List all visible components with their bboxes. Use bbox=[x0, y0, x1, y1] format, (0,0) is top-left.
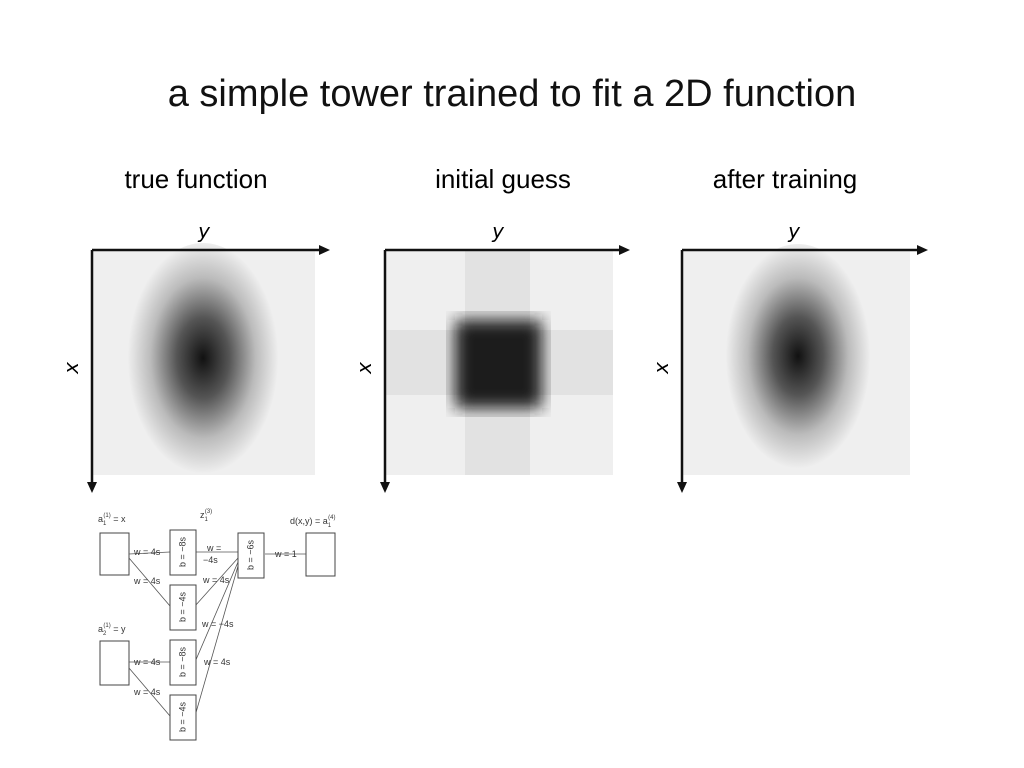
arrow bbox=[380, 482, 390, 493]
label-sub: 1 bbox=[103, 521, 107, 527]
weight-label: w = −4s bbox=[201, 619, 234, 629]
box bbox=[169, 584, 197, 631]
node-label: a1 (1) = x bbox=[98, 513, 126, 527]
bias-label: b = −6s bbox=[245, 539, 255, 570]
weight-label: −4s bbox=[203, 555, 218, 565]
axis-label: y bbox=[787, 219, 801, 243]
bias-label: b = −4s bbox=[177, 591, 187, 622]
label-part: a bbox=[98, 514, 103, 524]
weight-label: w = 4s bbox=[133, 576, 161, 586]
node-label: d(x,y) = a1 (4) bbox=[290, 515, 335, 529]
label-part: z bbox=[200, 510, 205, 520]
axis-label: x bbox=[59, 362, 83, 375]
box bbox=[237, 532, 265, 579]
label-sub: 1 bbox=[328, 523, 332, 529]
label-sup: (1) bbox=[103, 513, 110, 519]
label-part: d(x,y) = a bbox=[290, 516, 328, 526]
arrow bbox=[677, 482, 687, 493]
label-sub: 1 bbox=[205, 517, 209, 523]
heatmap bbox=[385, 250, 613, 475]
panel-label: after training bbox=[713, 164, 858, 194]
weight-label: w = 1 bbox=[274, 549, 297, 559]
arrow bbox=[917, 245, 928, 255]
label-part: = x bbox=[111, 514, 126, 524]
label-sub: 2 bbox=[103, 631, 107, 637]
bias-label: b = −8s bbox=[177, 536, 187, 567]
weight-label: w = 4s bbox=[133, 547, 161, 557]
node-label: z1 (3) bbox=[200, 509, 212, 523]
node-label: a2 (1) = y bbox=[98, 623, 126, 637]
weight-label: w = 4s bbox=[133, 687, 161, 697]
arrow bbox=[87, 482, 97, 493]
weight-label: w = bbox=[206, 543, 221, 553]
box bbox=[99, 640, 130, 686]
axis-label: y bbox=[491, 219, 505, 243]
arrow bbox=[619, 245, 630, 255]
axis-label: y bbox=[197, 219, 211, 243]
panel-label: true function bbox=[124, 164, 267, 194]
bias-label: b = −8s bbox=[177, 646, 187, 677]
label-part: = y bbox=[111, 624, 126, 634]
heatmap bbox=[682, 244, 910, 475]
title: a simple tower trained to fit a 2D funct… bbox=[168, 73, 857, 115]
label-sup: (4) bbox=[328, 515, 335, 521]
bias-label: b = −4s bbox=[177, 701, 187, 732]
weight-label: w = 4s bbox=[133, 657, 161, 667]
box bbox=[169, 529, 197, 576]
weight-label: w = 4s bbox=[203, 657, 231, 667]
box bbox=[99, 532, 130, 576]
label-sup: (3) bbox=[205, 509, 212, 515]
arrow bbox=[319, 245, 330, 255]
box bbox=[305, 532, 336, 577]
network-diagram: b = −8sb = −4sb = −8sb = −4sb = −6sa1(1)… bbox=[98, 509, 336, 741]
heatmap bbox=[92, 243, 315, 475]
panel-label: initial guess bbox=[435, 164, 571, 194]
box bbox=[169, 639, 197, 686]
weight-label: w = 4s bbox=[202, 575, 230, 585]
axis-label: x bbox=[352, 362, 376, 375]
label-part: a bbox=[98, 624, 103, 634]
box bbox=[169, 694, 197, 741]
axis-label: x bbox=[649, 362, 673, 375]
label-sup: (1) bbox=[103, 623, 110, 629]
